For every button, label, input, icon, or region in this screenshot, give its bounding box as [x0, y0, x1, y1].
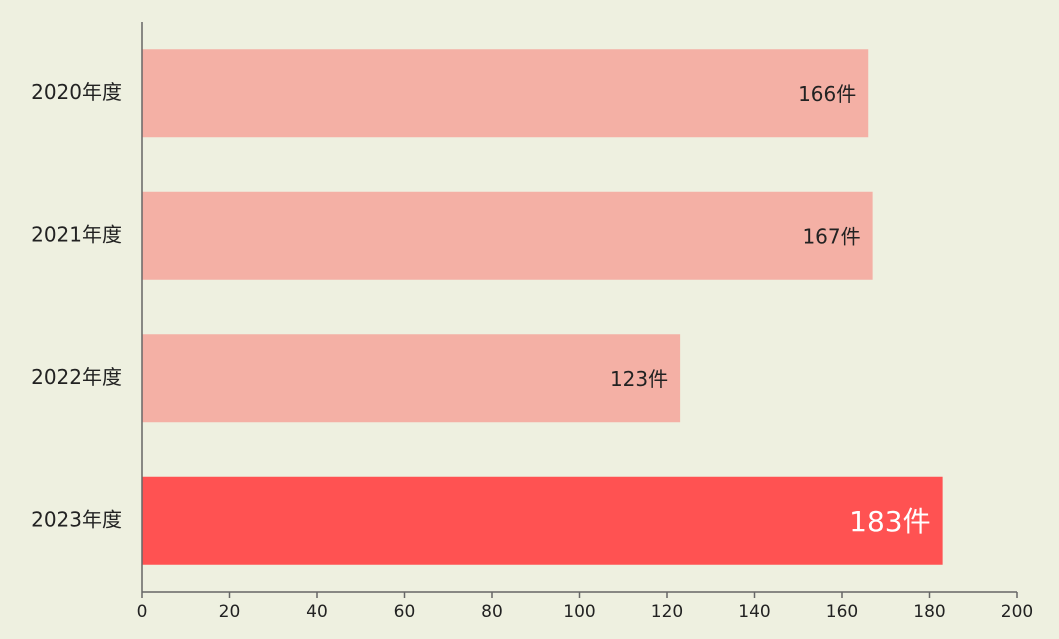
- y-tick-label: 2023年度: [31, 507, 122, 531]
- value-label: 123件: [610, 367, 668, 391]
- x-tick-label: 20: [219, 602, 241, 622]
- x-tick-label: 0: [137, 602, 148, 622]
- bar: [142, 49, 869, 138]
- x-tick-label: 60: [394, 602, 416, 622]
- y-tick-label: 2022年度: [31, 365, 122, 389]
- x-tick-label: 200: [1001, 602, 1033, 622]
- y-tick-label: 2021年度: [31, 222, 122, 246]
- value-label: 166件: [798, 82, 856, 106]
- bar: [142, 334, 681, 423]
- y-tick-label: 2020年度: [31, 80, 122, 104]
- x-tick-label: 40: [306, 602, 328, 622]
- x-tick-label: 100: [563, 602, 595, 622]
- value-label: 183件: [849, 505, 930, 538]
- x-tick-label: 160: [826, 602, 858, 622]
- x-tick-label: 180: [913, 602, 945, 622]
- bar: [142, 191, 873, 280]
- x-tick-label: 140: [738, 602, 770, 622]
- x-tick-label: 80: [481, 602, 503, 622]
- value-label: 167件: [802, 224, 860, 248]
- x-tick-label: 120: [651, 602, 683, 622]
- bar: [142, 476, 943, 565]
